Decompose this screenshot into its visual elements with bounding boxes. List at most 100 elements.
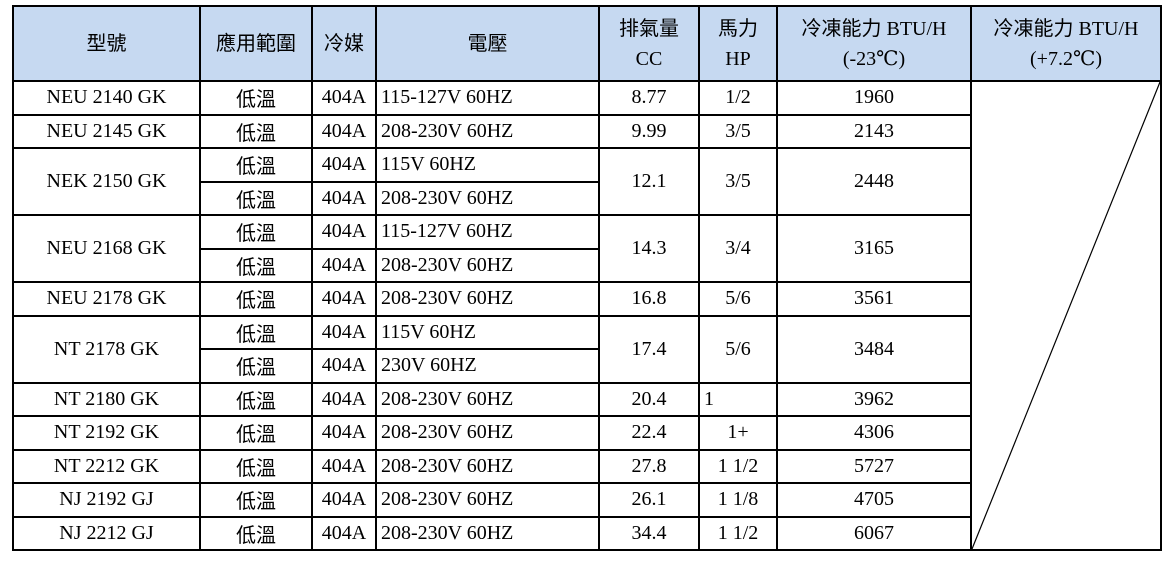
refrigerant-cell: 404A [311,314,377,350]
table-row: NJ 2192 GJ 低溫 404A 208-230V 60HZ 26.1 1 1/8 47… [12,482,1161,518]
displacement-cell: 26.1 [598,482,700,518]
horsepower-cell: 1 1/2 [698,448,778,484]
model-cell: NEU 2178 GK [12,281,201,317]
header-displacement: 排氣量 CC [598,5,700,82]
table-row: 低溫 404A 208-230V 60HZ [13,247,1161,283]
application-cell: 低溫 [199,214,313,250]
voltage-cell: 115-127V 60HZ [375,80,600,116]
capacity-low-cell: 4306 [776,415,972,451]
voltage-cell: 230V 60HZ [375,348,600,384]
voltage-cell: 208-230V 60HZ [375,482,600,518]
displacement-cell: 20.4 [598,381,700,417]
voltage-cell: 208-230V 60HZ [375,448,600,484]
refrigerant-cell: 404A [311,482,377,518]
refrigerant-cell: 404A [311,415,377,451]
displacement-cell: 27.8 [598,448,700,484]
table-body: NEU 2140 GK 低溫 404A 115-127V 60HZ 8.77 1/2 196… [12,80,1162,551]
application-cell: 低溫 [199,80,313,116]
capacity-low-cell: 3165 [776,214,972,283]
header-displacement-line2: CC [635,47,663,70]
refrigerant-cell: 404A [311,214,377,250]
model-cell: NEU 2145 GK [12,113,201,149]
horsepower-cell: 3/5 [698,113,778,149]
table-row: 低溫 404A 208-230V 60HZ [13,180,1161,216]
model-cell: NJ 2192 GJ [12,482,201,518]
refrigerant-cell: 404A [311,113,377,149]
header-capacity-low-line2: (-23℃) [842,47,906,70]
header-capacity-high: 冷凍能力 BTU/H (+7.2℃) [970,5,1162,82]
table-row: NEU 2145 GK 低溫 404A 208-230V 60HZ 9.99 3/5 214… [12,113,1161,149]
displacement-cell: 17.4 [598,314,700,384]
model-cell: NT 2212 GK [12,448,201,484]
diagonal-line [972,82,1160,549]
refrigerant-cell: 404A [311,348,377,384]
application-cell: 低溫 [199,281,313,317]
voltage-cell: 208-230V 60HZ [375,515,600,551]
refrigerant-cell: 404A [311,180,377,216]
horsepower-cell: 1 1/8 [698,482,778,518]
displacement-cell: 16.8 [598,281,700,317]
table-row: NJ 2212 GJ 低溫 404A 208-230V 60HZ 34.4 1 1/2 60… [12,515,1161,551]
table-row: NEK 2150 GK 低溫 404A 115V 60HZ 12.1 3/5 2448 [12,147,1161,216]
capacity-low-cell: 6067 [776,515,972,551]
horsepower-cell: 3/4 [698,214,778,283]
model-cell: NT 2180 GK [12,381,201,417]
application-cell: 低溫 [199,381,313,417]
voltage-cell: 208-230V 60HZ [375,180,600,216]
model-cell: NJ 2212 GJ [12,515,201,551]
table-row: NT 2180 GK 低溫 404A 208-230V 60HZ 20.4 1 3962 [12,381,1161,417]
refrigerant-cell: 404A [311,281,377,317]
table-row: NT 2192 GK 低溫 404A 208-230V 60HZ 22.4 1+ 4306 [12,415,1161,451]
header-capacity-low-line1: 冷凍能力 BTU/H [801,17,947,40]
header-displacement-line1: 排氣量 [619,17,679,40]
capacity-low-cell: 3561 [776,281,972,317]
header-horsepower-line1: 馬力 [718,17,758,40]
voltage-cell: 208-230V 60HZ [375,247,600,283]
model-cell: NEU 2140 GK [12,80,201,116]
horsepower-cell: 5/6 [698,314,778,384]
application-cell: 低溫 [199,482,313,518]
header-application: 應用範圍 [199,5,313,82]
model-cell: NT 2178 GK [12,314,201,384]
voltage-cell: 115-127V 60HZ [375,214,600,250]
displacement-cell: 34.4 [598,515,700,551]
table-row: 低溫 404A 230V 60HZ [13,348,1161,384]
horsepower-cell: 1 1/2 [698,515,778,551]
application-cell: 低溫 [199,147,313,183]
capacity-low-cell: 1960 [776,80,972,116]
compressor-spec-table: 型號 應用範圍 冷媒 電壓 排氣量 CC 馬力 HP 冷凍能力 BTU/H (-… [12,5,1162,551]
capacity-low-cell: 2448 [776,147,972,216]
capacity-low-cell: 5727 [776,448,972,484]
model-cell: NT 2192 GK [12,415,201,451]
refrigerant-cell: 404A [311,80,377,116]
table-row: NT 2212 GK 低溫 404A 208-230V 60HZ 27.8 1 1/2 57… [12,448,1161,484]
header-horsepower: 馬力 HP [698,5,778,82]
application-cell: 低溫 [199,180,313,216]
header-capacity-high-line2: (+7.2℃) [1030,47,1102,70]
header-horsepower-line2: HP [725,47,751,70]
displacement-cell: 22.4 [598,415,700,451]
horsepower-cell: 5/6 [698,281,778,317]
application-cell: 低溫 [199,448,313,484]
horsepower-cell: 1 [698,381,778,417]
header-refrigerant: 冷媒 [311,5,377,82]
table-row: NEU 2178 GK 低溫 404A 208-230V 60HZ 16.8 5/6 356… [12,281,1161,317]
refrigerant-cell: 404A [311,515,377,551]
voltage-cell: 208-230V 60HZ [375,381,600,417]
model-cell: NEK 2150 GK [12,147,201,216]
refrigerant-cell: 404A [311,147,377,183]
refrigerant-cell: 404A [311,448,377,484]
capacity-low-cell: 2143 [776,113,972,149]
header-model: 型號 [12,5,201,82]
application-cell: 低溫 [199,247,313,283]
displacement-cell: 8.77 [598,80,700,116]
model-cell: NEU 2168 GK [12,214,201,283]
refrigerant-cell: 404A [311,381,377,417]
displacement-cell: 9.99 [598,113,700,149]
capacity-high-empty-cell [970,80,1162,551]
spec-table-container: 型號 應用範圍 冷媒 電壓 排氣量 CC 馬力 HP 冷凍能力 BTU/H (-… [12,5,1162,551]
horsepower-cell: 3/5 [698,147,778,216]
application-cell: 低溫 [199,415,313,451]
application-cell: 低溫 [199,314,313,350]
table-row: NEU 2168 GK 低溫 404A 115-127V 60HZ 14.3 3/4 316… [12,214,1161,283]
